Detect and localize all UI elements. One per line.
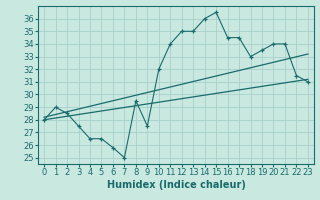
X-axis label: Humidex (Indice chaleur): Humidex (Indice chaleur): [107, 180, 245, 190]
